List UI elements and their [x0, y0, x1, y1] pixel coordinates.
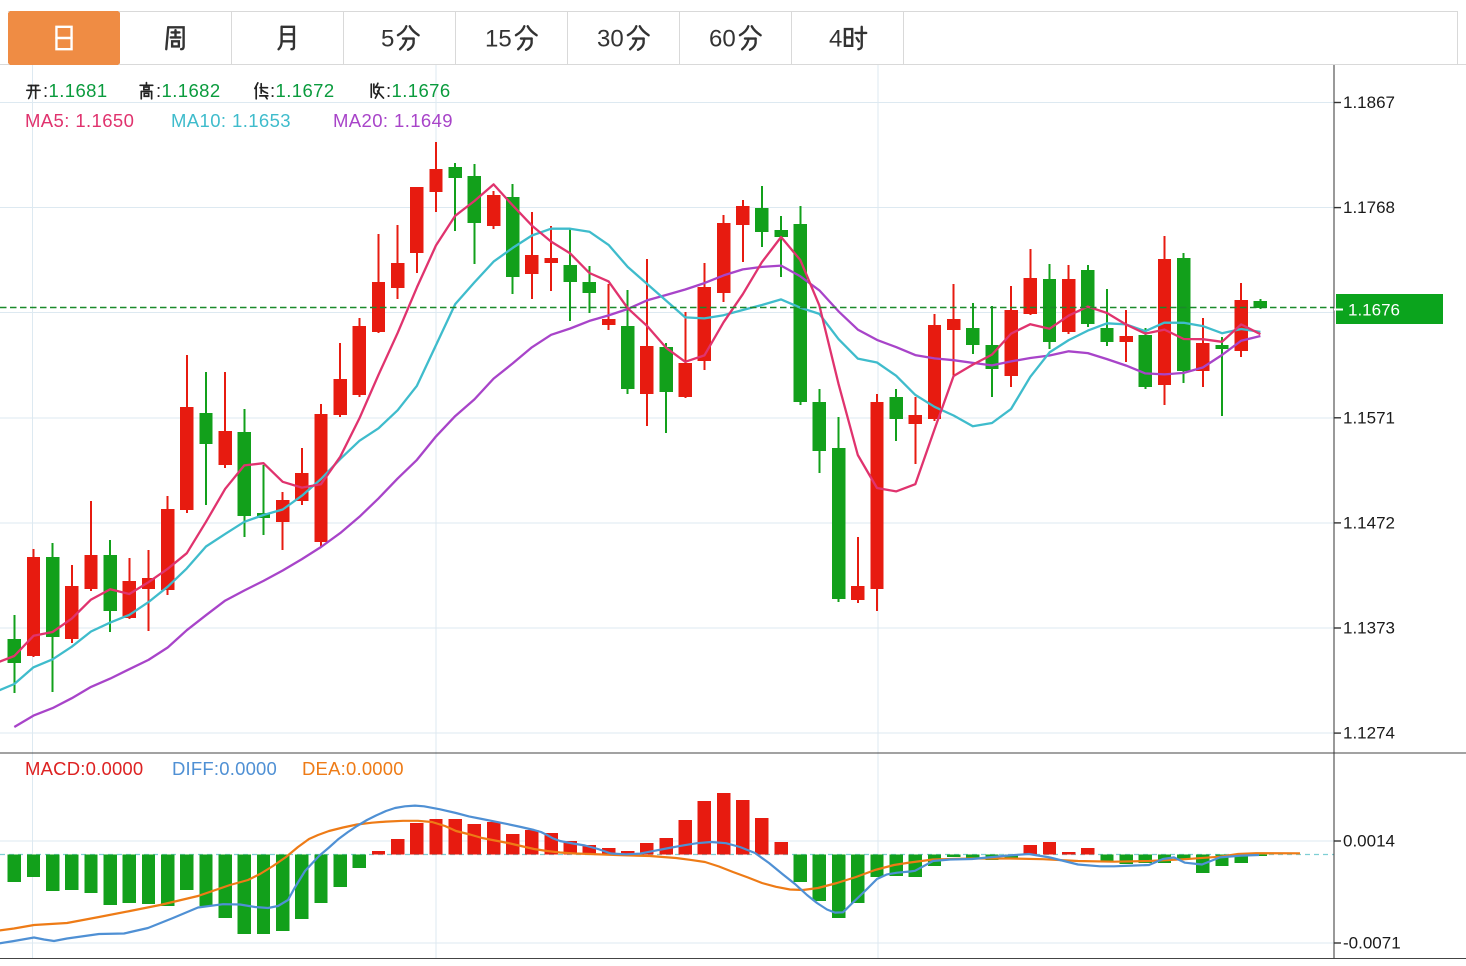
svg-text:1.1768: 1.1768 [1343, 198, 1395, 217]
svg-text:-0.0071: -0.0071 [1343, 934, 1401, 953]
svg-text:MA5: 1.1650: MA5: 1.1650 [25, 110, 134, 131]
svg-text:MA20: 1.1649: MA20: 1.1649 [333, 110, 453, 131]
svg-text:MACD:0.0000: MACD:0.0000 [25, 758, 143, 779]
svg-text:30: 30 [597, 26, 624, 53]
svg-text::1.1672: :1.1672 [270, 80, 335, 101]
svg-text:1.1472: 1.1472 [1343, 513, 1395, 532]
svg-text:1.1373: 1.1373 [1343, 619, 1395, 638]
svg-text:0.0014: 0.0014 [1343, 832, 1395, 851]
svg-text:5: 5 [381, 26, 394, 53]
svg-text::1.1682: :1.1682 [156, 80, 221, 101]
svg-text:1.1274: 1.1274 [1343, 724, 1395, 743]
svg-text:1.1676: 1.1676 [1348, 301, 1400, 320]
svg-text:DIFF:0.0000: DIFF:0.0000 [172, 758, 277, 779]
svg-text:1.1867: 1.1867 [1343, 93, 1395, 112]
svg-text:1.1571: 1.1571 [1343, 408, 1395, 427]
svg-text:60: 60 [709, 26, 736, 53]
svg-text::1.1681: :1.1681 [43, 80, 108, 101]
svg-text:4: 4 [829, 26, 842, 53]
svg-text:15: 15 [485, 26, 512, 53]
svg-text:MA10: 1.1653: MA10: 1.1653 [171, 110, 291, 131]
svg-text::1.1676: :1.1676 [386, 80, 451, 101]
svg-text:DEA:0.0000: DEA:0.0000 [302, 758, 404, 779]
